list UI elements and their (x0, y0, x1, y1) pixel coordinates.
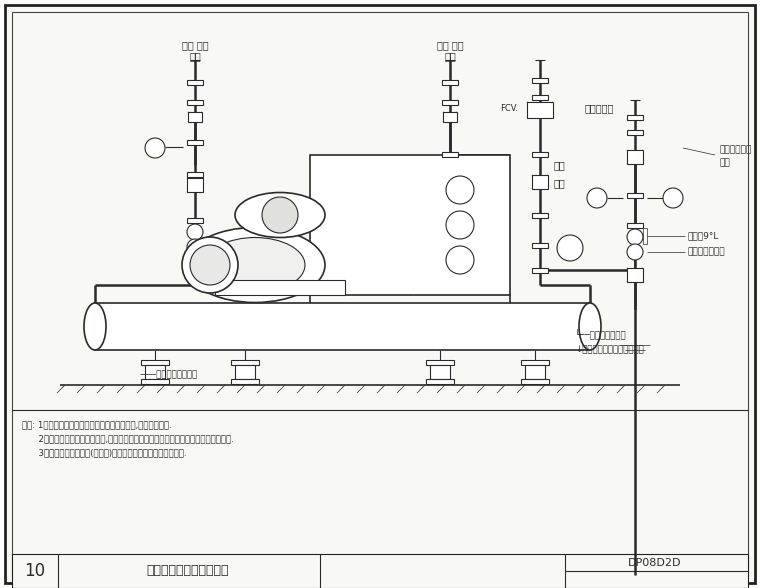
Text: 雙球式防震水管: 雙球式防震水管 (687, 248, 724, 256)
Bar (430, 365, 450, 379)
Bar (527, 102, 553, 118)
Bar (443, 112, 457, 122)
Bar (525, 365, 545, 379)
Bar (187, 80, 203, 85)
Ellipse shape (185, 228, 325, 302)
Bar (215, 280, 345, 295)
Bar (310, 155, 510, 295)
Bar (532, 152, 548, 157)
Bar (627, 223, 643, 228)
Bar (95, 303, 590, 350)
Bar (442, 152, 458, 157)
Text: 附注: 1、本圖冰水主機之外形為離心式冰水主機,其外形供參考.: 附注: 1、本圖冰水主機之外形為離心式冰水主機,其外形供參考. (22, 420, 172, 429)
Text: 進水: 進水 (720, 159, 731, 168)
Circle shape (262, 197, 298, 233)
Bar (627, 268, 643, 282)
Bar (12, 554, 748, 588)
Circle shape (627, 244, 643, 260)
Text: 壓力錶附考克: 壓力錶附考克 (720, 145, 752, 155)
Bar (187, 140, 203, 145)
Text: DP08D2D: DP08D2D (629, 558, 682, 568)
Bar (521, 379, 549, 384)
Circle shape (187, 239, 203, 255)
Circle shape (182, 237, 238, 293)
Bar (627, 115, 643, 120)
Bar (532, 78, 548, 83)
Text: ↓排水至排水溝或地板落水頭: ↓排水至排水溝或地板落水頭 (575, 346, 644, 355)
Text: 2、任何型式和類之冰水主機,其主要水管均包含冰水進、出水管及冷卻水進、出水管.: 2、任何型式和類之冰水主機,其主要水管均包含冰水進、出水管及冷卻水進、出水管. (22, 435, 234, 443)
Circle shape (663, 188, 683, 208)
Bar (145, 365, 165, 379)
Text: （冰 水）: （冰 水） (182, 40, 208, 50)
Circle shape (587, 188, 607, 208)
Ellipse shape (235, 192, 325, 238)
Text: （冰 水）: （冰 水） (437, 40, 464, 50)
Text: 3、在冰水及冷卻水管(共四處)均設置支撐架各橡皮墊避震裝置.: 3、在冰水及冷卻水管(共四處)均設置支撐架各橡皮墊避震裝置. (22, 449, 186, 457)
Bar (627, 150, 643, 164)
Circle shape (446, 176, 474, 204)
Text: ——往離心式冰水機組: ——往離心式冰水機組 (140, 370, 198, 379)
Circle shape (190, 245, 230, 285)
Bar (532, 243, 548, 248)
Circle shape (446, 246, 474, 274)
Text: └──閥門閥（考克）: └──閥門閥（考克） (575, 330, 627, 340)
Bar (627, 130, 643, 135)
Circle shape (446, 211, 474, 239)
Text: 進水: 進水 (189, 51, 201, 61)
Bar (141, 379, 169, 384)
Circle shape (627, 229, 643, 245)
Bar (187, 263, 203, 268)
Bar (627, 193, 643, 198)
Bar (141, 360, 169, 365)
Text: 溫度計9°L: 溫度計9°L (687, 232, 718, 240)
Ellipse shape (84, 303, 106, 350)
Bar (532, 95, 548, 100)
Bar (187, 172, 203, 177)
Circle shape (145, 138, 165, 158)
Bar (521, 360, 549, 365)
Ellipse shape (205, 238, 305, 292)
Bar (532, 268, 548, 273)
Text: 蝶閥: 蝶閥 (554, 178, 565, 188)
Bar (442, 80, 458, 85)
Bar (187, 178, 203, 192)
Bar (532, 213, 548, 218)
Bar (643, 228, 647, 244)
Text: 出水: 出水 (554, 160, 565, 170)
Text: （冷卻水）: （冷卻水） (585, 103, 614, 113)
Bar (426, 360, 454, 365)
Bar (187, 218, 203, 223)
Bar (235, 365, 255, 379)
Text: 10: 10 (24, 562, 46, 580)
Bar (231, 379, 259, 384)
Circle shape (557, 235, 583, 261)
Bar (187, 100, 203, 105)
Text: 冰水主機水管安裝示意圖: 冰水主機水管安裝示意圖 (147, 564, 230, 577)
Bar (426, 379, 454, 384)
Text: FCV.: FCV. (500, 103, 518, 112)
Bar (231, 360, 259, 365)
Bar (188, 112, 202, 122)
Circle shape (187, 224, 203, 240)
Bar (532, 175, 548, 189)
Ellipse shape (579, 303, 601, 350)
Bar (442, 100, 458, 105)
Text: 出水: 出水 (444, 51, 456, 61)
